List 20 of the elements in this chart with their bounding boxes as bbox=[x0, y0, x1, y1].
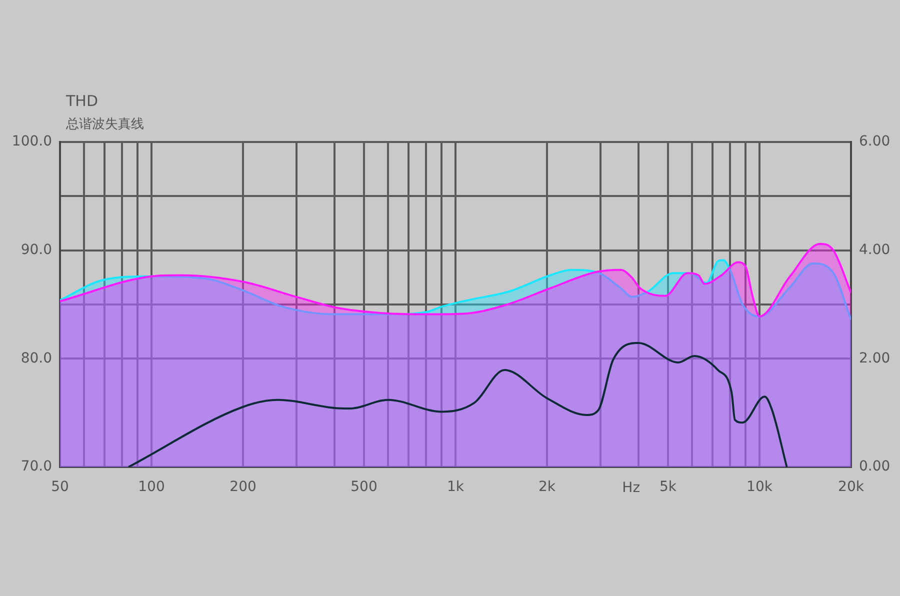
y-tick-label: 70.0 bbox=[20, 458, 52, 475]
y2-tick-label: 6.00 bbox=[859, 134, 890, 150]
y-tick-label: 80.0 bbox=[20, 350, 52, 366]
x-tick-label: 5k bbox=[659, 479, 678, 496]
x-tick-label: 20k bbox=[838, 479, 865, 496]
y-tick-label: 100.0 bbox=[12, 134, 52, 150]
y-tick-label: 90.0 bbox=[20, 242, 52, 258]
x-tick-label: 1k bbox=[446, 479, 465, 496]
y2-tick-label: 0.00 bbox=[859, 458, 890, 475]
x-tick-label: 50 bbox=[51, 479, 69, 496]
x-tick-label: 2k bbox=[538, 479, 556, 496]
x-tick-label: 10k bbox=[746, 479, 774, 496]
y2-tick-label: 4.00 bbox=[859, 242, 890, 258]
x-tick-label: 200 bbox=[230, 479, 256, 496]
x-tick-label: 500 bbox=[350, 479, 378, 496]
text: 总谐波失真线 bbox=[65, 117, 144, 132]
x-tick-label: 100 bbox=[138, 479, 165, 496]
text: THD bbox=[65, 92, 98, 110]
y2-tick-label: 2.00 bbox=[859, 350, 890, 366]
x-axis-title: Hz bbox=[622, 480, 640, 496]
